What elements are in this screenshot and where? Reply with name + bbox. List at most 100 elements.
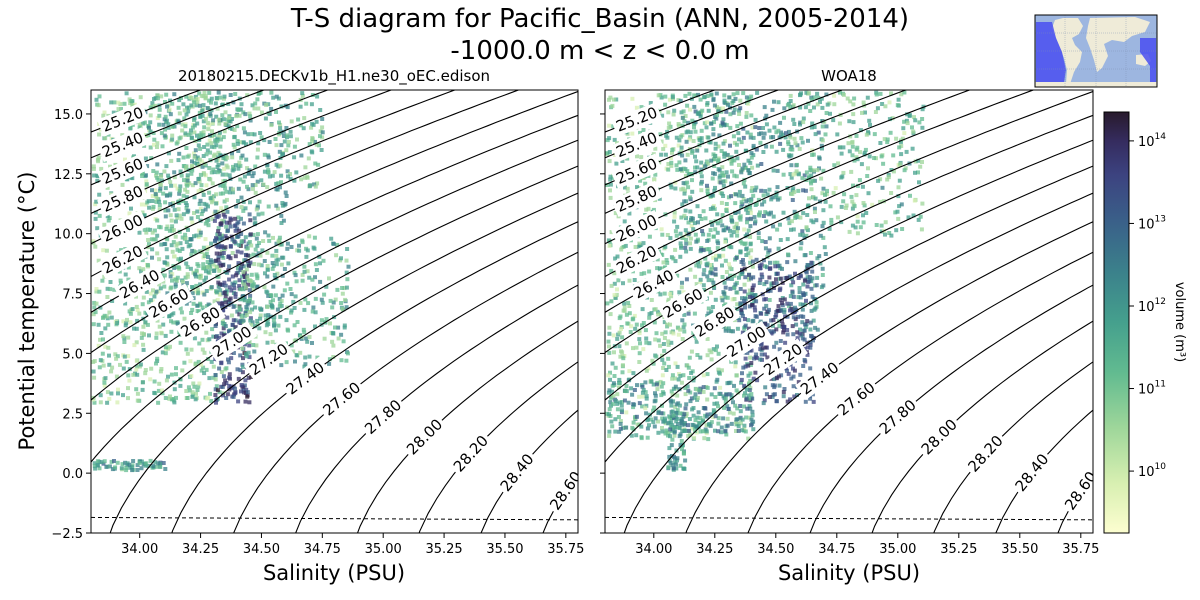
density-cell <box>684 241 689 246</box>
density-cell <box>225 315 230 320</box>
x-tick-label: 35.75 <box>1062 542 1099 557</box>
density-cell <box>850 139 855 144</box>
density-cell <box>804 90 809 95</box>
density-cell <box>211 334 216 339</box>
density-cell <box>798 246 803 251</box>
density-cell <box>667 97 672 102</box>
density-cell <box>829 217 834 222</box>
density-cell <box>704 125 709 130</box>
density-cell <box>712 120 716 125</box>
density-cell <box>281 255 286 260</box>
density-cell <box>218 144 223 149</box>
density-cell <box>309 125 314 130</box>
density-cell <box>723 285 728 290</box>
density-cell <box>216 90 221 95</box>
density-cell <box>102 459 107 464</box>
density-cell <box>751 283 756 288</box>
density-cell <box>713 395 718 399</box>
density-cell <box>823 132 828 137</box>
density-cell <box>223 186 228 191</box>
density-cell <box>712 164 717 168</box>
density-cell <box>197 157 202 162</box>
density-cell <box>267 238 272 243</box>
density-cell <box>671 386 676 391</box>
density-cell <box>727 95 732 100</box>
density-cell <box>710 278 714 283</box>
density-cell <box>713 153 718 158</box>
density-cell <box>299 177 304 182</box>
density-cell <box>183 124 188 129</box>
density-cell <box>314 119 319 124</box>
density-cell <box>344 285 349 290</box>
density-cell <box>622 219 627 224</box>
density-cell <box>274 203 279 208</box>
density-cell <box>632 402 637 407</box>
density-cell <box>673 361 678 366</box>
density-cell <box>664 133 669 138</box>
density-cell <box>632 313 637 318</box>
density-cell <box>722 98 727 103</box>
density-cell <box>742 393 746 398</box>
density-cell <box>885 137 890 142</box>
density-cell <box>235 141 240 146</box>
density-cell <box>698 277 703 282</box>
density-cell <box>144 230 149 235</box>
density-cell <box>163 127 168 132</box>
density-cell <box>157 381 162 386</box>
density-cell <box>762 398 767 403</box>
density-cell <box>708 228 713 233</box>
density-cell <box>832 102 837 107</box>
density-cell <box>802 337 807 342</box>
density-cell <box>241 208 246 213</box>
density-cell <box>177 213 182 218</box>
density-cell <box>789 376 794 381</box>
density-cell <box>722 139 727 144</box>
density-cell <box>659 227 664 232</box>
density-cell <box>92 464 97 469</box>
density-cell <box>677 411 682 416</box>
density-cell <box>690 150 695 155</box>
density-cell <box>699 188 704 193</box>
region-inset-map <box>1034 14 1158 88</box>
density-cell <box>126 277 131 282</box>
density-cell <box>631 420 636 425</box>
density-cell <box>161 191 166 196</box>
density-cell <box>741 197 746 202</box>
contour-label: 28.20 <box>450 432 492 476</box>
density-cell <box>607 344 611 349</box>
density-cell <box>124 468 129 473</box>
density-cell <box>307 142 312 147</box>
density-cell <box>788 294 793 299</box>
density-cell <box>246 299 251 304</box>
density-cell <box>691 139 696 143</box>
density-cell <box>195 303 200 308</box>
density-cell <box>247 168 252 173</box>
density-cell <box>881 161 886 166</box>
density-cell <box>886 173 891 177</box>
density-cell <box>222 94 227 99</box>
density-cell <box>812 105 816 110</box>
density-cell <box>209 96 214 101</box>
density-cell <box>748 132 753 137</box>
inset-pacific-region-west <box>1140 38 1156 82</box>
density-cell <box>732 225 737 230</box>
density-cell <box>155 251 160 256</box>
density-cell <box>251 232 256 237</box>
density-cell <box>233 386 237 391</box>
density-cell <box>610 424 615 429</box>
contour-label: 28.60 <box>1061 468 1100 513</box>
density-cell <box>758 140 763 145</box>
density-cell <box>673 259 678 264</box>
density-cell <box>163 114 168 119</box>
density-cell <box>670 409 675 414</box>
density-cell <box>866 166 870 171</box>
density-cell <box>242 272 246 277</box>
density-cell <box>313 161 318 166</box>
density-cell <box>608 312 613 317</box>
density-cell <box>763 345 768 350</box>
density-cell <box>705 353 710 358</box>
density-cell <box>762 199 767 204</box>
density-cell <box>200 108 205 113</box>
density-cell <box>665 233 670 237</box>
density-cell <box>242 390 247 395</box>
